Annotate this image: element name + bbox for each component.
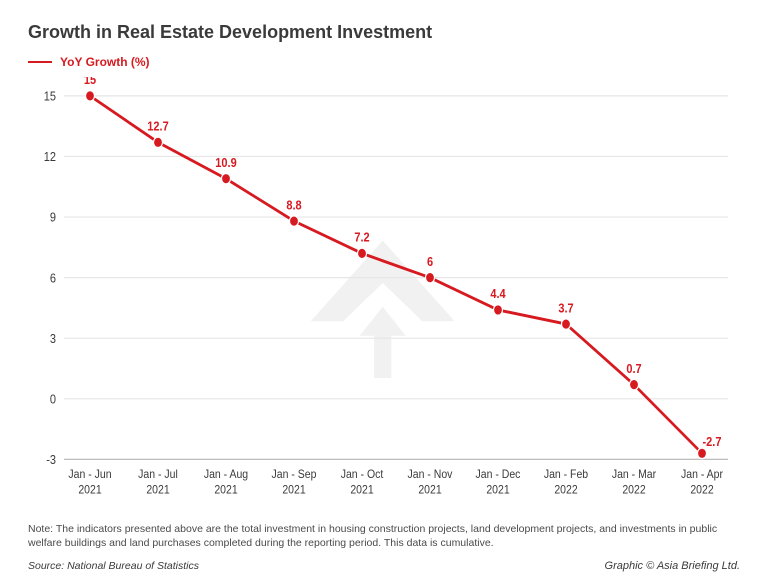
data-point [426,272,435,283]
x-tick-label: Jan - Aug2021 [204,469,248,497]
chart-svg: -3 0 3 6 9 12 15 15 12.7 10.9 8.8 7.2 6 4.4 3.7 0.7 -2.… [28,77,740,514]
legend: YoY Growth (%) [28,55,740,69]
y-tick-label: 12 [44,149,57,164]
y-tick-label: 3 [50,331,56,346]
legend-swatch [28,61,52,64]
x-tick-label: Jan - Dec2021 [476,469,521,497]
point-label: 8.8 [286,197,302,212]
y-axis: -3 0 3 6 9 12 15 [44,89,57,468]
point-label: 12.7 [147,119,169,134]
footer: Source: National Bureau of Statistics Gr… [28,560,740,572]
data-point [358,248,367,259]
y-tick-label: 0 [50,392,56,407]
source-text: Source: National Bureau of Statistics [28,560,199,572]
data-point [494,305,503,316]
data-point [562,319,571,330]
chart-plot: -3 0 3 6 9 12 15 15 12.7 10.9 8.8 7.2 6 4.4 3.7 0.7 -2.… [28,77,740,514]
x-tick-label: Jan - Sep2021 [272,469,317,497]
gridlines [64,96,728,459]
legend-label: YoY Growth (%) [60,55,150,69]
x-axis: Jan - Jun2021 Jan - Jul2021 Jan - Aug2021 J… [68,469,723,497]
x-tick-label: Jan - Mar2022 [612,469,656,497]
point-label: 0.7 [626,361,642,376]
point-label: 7.2 [354,230,370,245]
x-tick-label: Jan - Apr2022 [681,469,723,497]
x-tick-label: Jan - Jul2021 [138,469,178,497]
data-point [222,173,231,184]
chart-title: Growth in Real Estate Development Invest… [28,22,740,43]
point-label: 4.4 [490,286,506,301]
data-point [630,379,639,390]
x-tick-label: Jan - Feb2022 [544,469,588,497]
data-point [86,91,95,102]
data-point [154,137,163,148]
y-tick-label: 9 [50,210,56,225]
data-point [698,448,707,459]
x-tick-label: Jan - Oct2021 [341,469,384,497]
point-label: 15 [84,77,97,87]
point-label: -2.7 [703,434,722,449]
y-tick-label: -3 [46,452,56,467]
x-tick-label: Jan - Jun2021 [68,469,111,497]
chart-note: Note: The indicators presented above are… [28,522,740,550]
credit-text: Graphic © Asia Briefing Ltd. [605,560,740,572]
point-label: 3.7 [558,300,574,315]
x-tick-label: Jan - Nov2021 [408,469,453,497]
data-point [290,216,299,227]
point-label: 10.9 [215,155,237,170]
y-tick-label: 15 [44,89,57,104]
y-tick-label: 6 [50,270,56,285]
chart-container: Growth in Real Estate Development Invest… [0,0,768,586]
point-label: 6 [427,254,433,269]
